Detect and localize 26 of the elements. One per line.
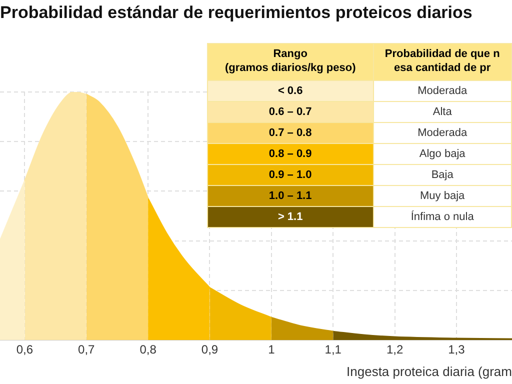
text: 1.0 – 1.1 [268,190,312,202]
chart-title: Probabilidad estándar de requerimientos proteicos diarios [0,3,472,23]
x-tick-label: 0,9 [201,342,218,357]
annotation: Baja [373,164,512,186]
text: 0.9 – 1.0 [268,169,312,181]
annotation: Alta [373,102,512,122]
x-tick-label: 1,3 [448,342,466,357]
x-axis-title: Ingesta proteica diaria (gram [346,364,512,379]
text: 0.7 – 0.8 [268,127,312,139]
annotation: Ínfima o nula [373,206,512,228]
annotation: Algo baja [373,144,512,164]
annotation: Moderada [373,122,512,144]
x-tick-label: 0,8 [140,342,157,357]
text: 0.6 – 0.7 [268,106,312,118]
x-tick-label: 1,2 [386,342,404,357]
legend-title: Rango (gramos diarios/kg peso) [208,44,374,80]
annotation: Moderada [373,80,512,102]
annotation: Muy baja [373,186,512,206]
x-tick-label: 1,1 [324,342,342,357]
x-tick-label: 0,7 [78,342,96,357]
x-tick-label: 0,6 [16,342,34,357]
x-tick-label: 1 [268,342,276,357]
text: > 1.1 [278,211,303,223]
text: < 0.6 [278,85,303,97]
text: Probabilidad de que n esa cantidad de pr [373,44,512,80]
text: 0.8 – 0.9 [268,148,312,160]
